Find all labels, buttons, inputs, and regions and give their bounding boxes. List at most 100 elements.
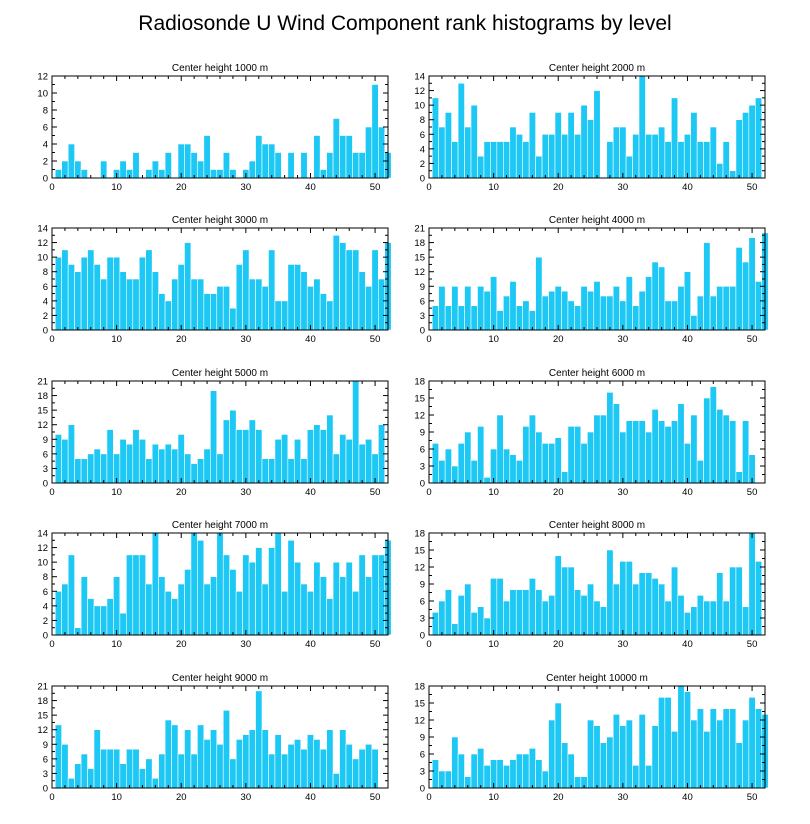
panel-2: Center height 2000 m 0 2 4 6 8 10 12 14 0 10 20 30 40… bbox=[414, 63, 766, 193]
bar bbox=[352, 152, 360, 179]
bar bbox=[158, 753, 166, 789]
bar bbox=[470, 612, 478, 636]
bar bbox=[645, 431, 653, 484]
bar bbox=[74, 763, 82, 789]
bar bbox=[268, 458, 276, 484]
bar bbox=[574, 776, 582, 789]
bar bbox=[281, 300, 289, 331]
y-tick-label: 6 bbox=[43, 587, 48, 598]
bar bbox=[235, 264, 243, 331]
bar bbox=[535, 759, 543, 789]
y-tick-label: 6 bbox=[43, 449, 48, 460]
bar bbox=[709, 295, 717, 331]
bar bbox=[248, 278, 256, 331]
bar bbox=[645, 765, 653, 789]
bar bbox=[371, 249, 379, 331]
bar bbox=[164, 719, 172, 789]
bar bbox=[703, 397, 711, 484]
bar bbox=[664, 300, 672, 331]
x-tick-label: 20 bbox=[553, 639, 564, 650]
y-tick-label: 6 bbox=[420, 750, 425, 761]
x-tick-label: 50 bbox=[370, 487, 381, 498]
bar bbox=[438, 460, 446, 484]
x-tick-label: 40 bbox=[305, 487, 316, 498]
panel-5: Center height 5000 m 0 3 6 9 12 15 18 21 0 10 20 30 4… bbox=[37, 368, 389, 498]
bar bbox=[548, 443, 556, 484]
bar bbox=[274, 734, 282, 789]
bar bbox=[378, 126, 386, 179]
bar bbox=[313, 739, 321, 789]
bar bbox=[664, 697, 672, 789]
bar bbox=[119, 763, 127, 789]
bar bbox=[306, 429, 314, 484]
bar bbox=[735, 119, 743, 179]
bar bbox=[554, 555, 562, 636]
bar bbox=[490, 448, 498, 484]
bar bbox=[177, 264, 185, 331]
bar bbox=[535, 431, 543, 484]
y-tick-label: 12 bbox=[414, 563, 425, 574]
bar bbox=[197, 539, 205, 636]
y-tick-label: 14 bbox=[37, 224, 48, 235]
y-tick-label: 15 bbox=[414, 253, 425, 264]
x-tick-label: 40 bbox=[682, 639, 693, 650]
y-tick-label: 10 bbox=[37, 89, 48, 100]
x-tick-label: 0 bbox=[426, 792, 431, 803]
y-tick-label: 0 bbox=[43, 784, 48, 795]
bar bbox=[612, 285, 620, 331]
bar bbox=[638, 290, 646, 331]
bar bbox=[651, 261, 659, 331]
bar bbox=[567, 112, 575, 179]
x-tick-label: 20 bbox=[553, 182, 564, 193]
x-tick-label: 10 bbox=[111, 639, 122, 650]
bar bbox=[748, 237, 756, 331]
bar bbox=[722, 708, 730, 789]
bar bbox=[755, 281, 763, 331]
bar bbox=[190, 753, 198, 789]
bar bbox=[457, 595, 465, 636]
bar bbox=[464, 126, 472, 179]
bar bbox=[690, 719, 698, 789]
y-tick-label: 0 bbox=[420, 174, 425, 185]
bar bbox=[300, 458, 308, 484]
panel-title: Center height 3000 m bbox=[172, 215, 268, 226]
bar bbox=[151, 443, 159, 484]
bar bbox=[339, 242, 347, 331]
bar bbox=[306, 590, 314, 636]
bar bbox=[287, 743, 295, 789]
bar bbox=[561, 133, 569, 179]
bar bbox=[80, 169, 88, 179]
y-tick-label: 12 bbox=[37, 543, 48, 554]
bar bbox=[352, 590, 360, 636]
bar bbox=[203, 293, 211, 331]
bar bbox=[522, 589, 530, 636]
bar bbox=[645, 133, 653, 179]
bar bbox=[100, 278, 108, 331]
bar bbox=[378, 554, 386, 636]
x-tick-label: 10 bbox=[111, 792, 122, 803]
bar bbox=[593, 600, 601, 636]
y-tick-label: 2 bbox=[43, 311, 48, 322]
bar bbox=[106, 748, 114, 789]
bar bbox=[503, 141, 511, 179]
y-tick-label: 3 bbox=[420, 614, 425, 625]
bar bbox=[470, 305, 478, 331]
bar bbox=[483, 477, 491, 484]
y-tick-label: 18 bbox=[414, 682, 425, 693]
bar bbox=[268, 249, 276, 331]
x-tick-label: 30 bbox=[241, 639, 252, 650]
bar bbox=[67, 554, 75, 636]
bar bbox=[574, 426, 582, 484]
bar bbox=[483, 141, 491, 179]
bar bbox=[477, 285, 485, 331]
x-tick-label: 40 bbox=[305, 639, 316, 650]
bar bbox=[242, 249, 250, 331]
bar bbox=[438, 126, 446, 179]
bar bbox=[490, 276, 498, 331]
bar bbox=[306, 734, 314, 789]
bar bbox=[132, 554, 140, 636]
bar bbox=[332, 453, 340, 484]
bar bbox=[197, 160, 205, 179]
bar bbox=[274, 438, 282, 484]
bar bbox=[522, 753, 530, 789]
